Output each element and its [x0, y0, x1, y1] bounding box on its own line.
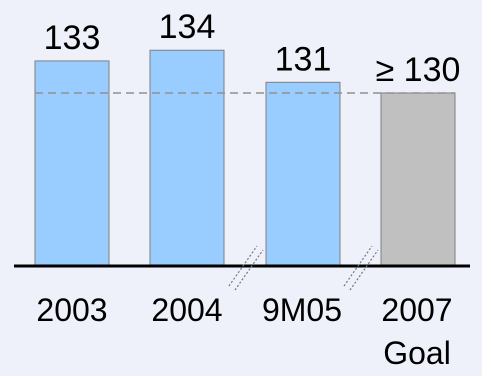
x-tick-label-9m05: 9M05 — [261, 292, 343, 328]
data-label-2004: 134 — [159, 8, 216, 46]
bar-9m05 — [265, 81, 341, 267]
axis-break-a-0 — [228, 245, 258, 287]
x-tick-label-2007: 2007 — [381, 292, 453, 328]
x-tick-label-2003: 2003 — [36, 292, 108, 328]
x-tick-sublabel-goal: Goal — [383, 335, 451, 371]
data-label-2007: ≥ 130 — [376, 51, 461, 89]
bar-2007 — [380, 92, 456, 267]
bar-2004 — [149, 49, 225, 267]
axis-break-b-0 — [234, 249, 264, 291]
axis-break-a-1 — [343, 245, 373, 287]
x-tick-label-2004: 2004 — [151, 292, 223, 328]
bar-2003 — [34, 60, 110, 267]
axis-break-b-1 — [349, 249, 379, 291]
data-label-2003: 133 — [44, 19, 101, 57]
data-label-9m05: 131 — [275, 40, 332, 78]
